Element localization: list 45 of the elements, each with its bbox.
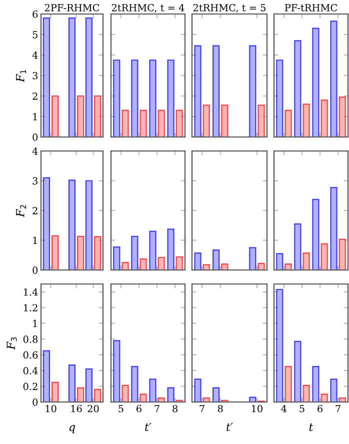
y-tick-label: 3 [32,177,38,185]
x-tick-label: 16 [71,404,82,412]
y-tick-label: 0 [32,398,38,406]
y-axis-title: F$_{2}$ [16,205,26,218]
y-tick-label: 0 [32,266,38,274]
y-tick-label: 2 [32,92,38,100]
y-tick-label: 1.4 [24,288,38,296]
y-tick-label: 5 [32,31,38,38]
y-tick-label: 0.8 [23,336,38,343]
x-axis-title: t′ [226,422,233,432]
y-tick-label: 1 [33,236,37,244]
y-tick-label: 3 [32,72,38,80]
y-tick-label: 4 [32,51,38,59]
x-tick-label: 7 [336,405,340,412]
y-tick-label: 1 [33,320,37,328]
x-axis-title: t′ [145,422,152,432]
y-tick-label: 4 [32,147,38,155]
y-tick-label: 1 [33,112,37,120]
x-tick-label: 10 [46,404,56,412]
y-tick-label: 0.2 [23,382,38,390]
x-axis-title: t [309,423,314,432]
x-tick-label: 20 [88,404,99,412]
y-axis-title: F$_{1}$ [16,70,26,82]
x-tick-label: 7 [200,405,204,412]
y-tick-label: 0.4 [23,367,38,374]
y-axis-title: F$_{3}$ [6,337,17,350]
x-tick-label: 10 [252,404,262,412]
y-tick-label: 0 [32,133,38,141]
y-tick-label: 6 [32,10,38,18]
x-tick-label: 6 [136,404,142,412]
chart-title: 2tRHMC, t = 4 [112,4,184,13]
chart-title: PF-tRHMC [284,4,338,12]
y-tick-label: 0.6 [23,351,38,359]
chart-title: 2tRHMC, t = 5 [193,4,266,13]
x-tick-label: 5 [118,405,124,412]
x-axis-title: q [69,425,76,434]
x-tick-label: 7 [154,405,160,412]
y-tick-label: 1.2 [24,304,38,312]
x-tick-label: 5 [300,405,304,412]
x-tick-label: 8 [218,404,223,412]
x-tick-label: 4 [281,404,287,412]
y-tick-label: 2 [32,206,38,214]
x-tick-label: 6 [318,404,323,412]
x-tick-label: 8 [172,404,178,412]
chart-title: 2PF-RHMC [44,4,100,12]
